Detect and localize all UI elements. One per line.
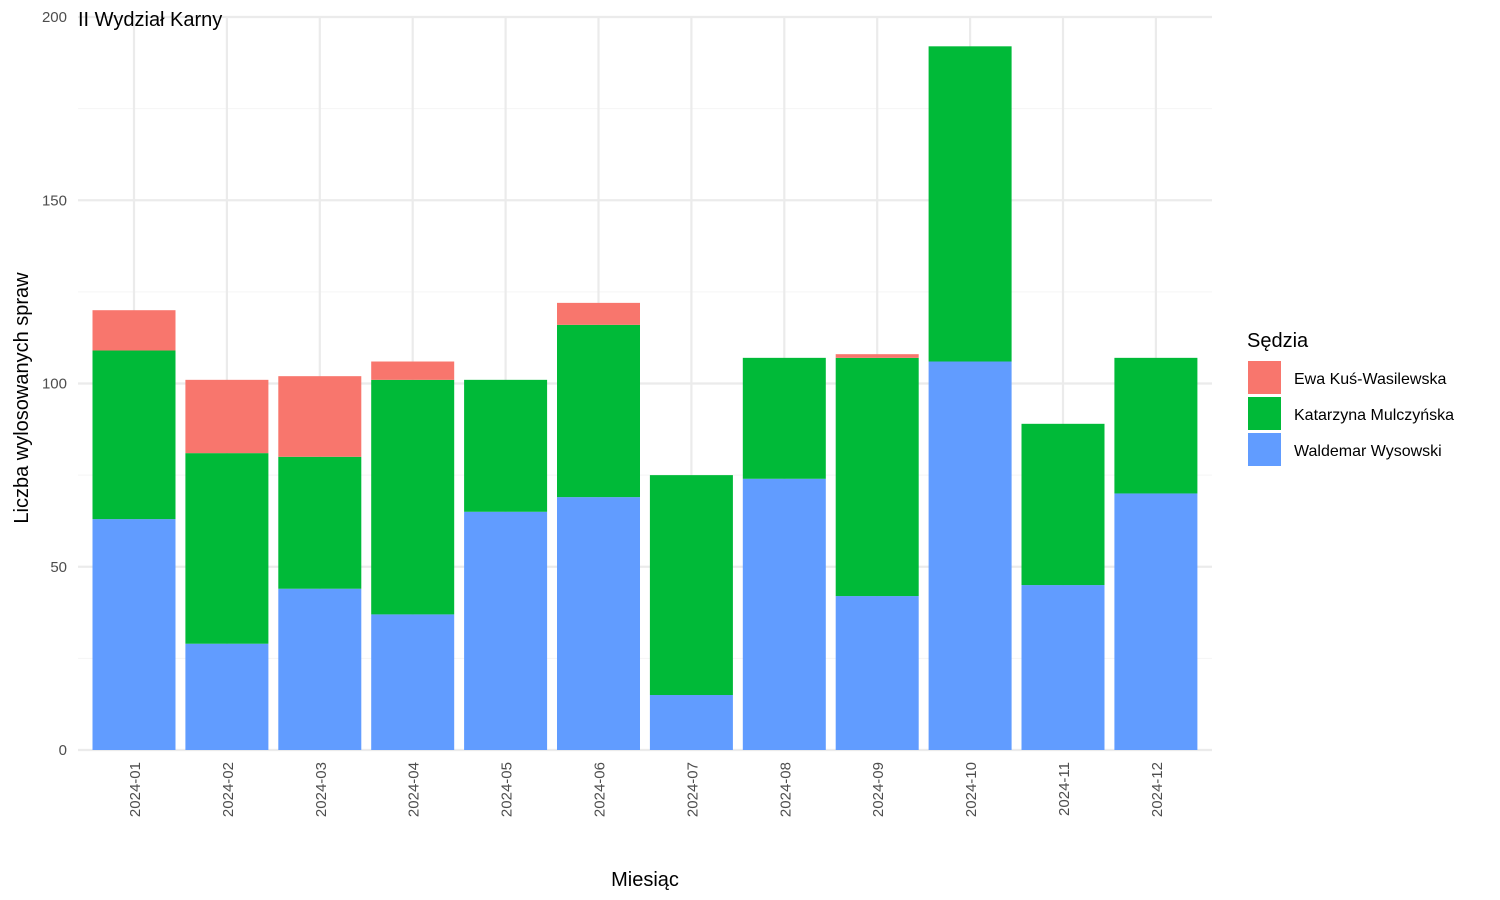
- bar-segment: [371, 361, 455, 380]
- y-axis-ticks: 0 50 100 150 200: [42, 9, 67, 759]
- legend-title: Sędzia: [1247, 330, 1309, 352]
- panel-title: II Wydział Karny: [78, 9, 222, 31]
- bar-segment: [464, 511, 548, 750]
- bar-segment: [557, 497, 640, 750]
- legend-label: Ewa Kuś-Wasilewska: [1294, 371, 1446, 388]
- bar-segment: [649, 695, 733, 750]
- x-tick-label: 2024-04: [406, 762, 423, 817]
- bar-segment: [185, 379, 269, 454]
- bar-segment: [278, 588, 362, 750]
- bar-segment: [649, 475, 733, 696]
- x-tick-label: 2024-03: [313, 762, 330, 817]
- x-tick-label: 2024-06: [592, 762, 609, 817]
- bars: [92, 46, 1198, 750]
- x-tick-label: 2024-01: [127, 762, 144, 817]
- bar-segment: [92, 310, 176, 351]
- bar-segment: [371, 379, 455, 615]
- bar-segment: [835, 354, 919, 358]
- x-tick-label: 2024-08: [777, 762, 794, 817]
- y-axis-title: Liczba wylosowanych spraw: [11, 272, 33, 524]
- x-tick-label: 2024-07: [684, 762, 701, 817]
- bar-segment: [557, 302, 640, 325]
- bar-segment: [1021, 423, 1105, 586]
- bar-segment: [278, 456, 362, 589]
- legend-label: Katarzyna Mulczyńska: [1294, 407, 1454, 424]
- bar-segment: [92, 519, 176, 750]
- x-axis-ticks: 2024-01 2024-02 2024-03 2024-04 2024-05 2024-…: [127, 762, 1166, 817]
- bar-segment: [557, 324, 640, 498]
- legend-key: [1248, 433, 1281, 466]
- bar-segment: [928, 46, 1012, 362]
- bar-segment: [742, 478, 826, 750]
- bar-segment: [278, 376, 362, 457]
- legend: Sędzia Ewa Kuś-Wasilewska Katarzyna Mulcz…: [1247, 330, 1454, 466]
- y-tick-label: 150: [42, 192, 67, 209]
- x-tick-label: 2024-02: [220, 762, 237, 817]
- bar-segment: [92, 350, 176, 520]
- legend-key: [1248, 397, 1281, 430]
- x-axis-title: Miesiąc: [611, 869, 679, 891]
- bar-segment: [835, 596, 919, 750]
- x-tick-label: 2024-10: [963, 762, 980, 817]
- legend-label: Waldemar Wysowski: [1294, 443, 1442, 460]
- bar-segment: [928, 361, 1012, 750]
- bar-segment: [835, 357, 919, 597]
- bar-segment: [742, 357, 826, 479]
- bar-segment: [464, 379, 548, 512]
- y-tick-label: 200: [42, 9, 67, 26]
- bar-segment: [1114, 493, 1198, 750]
- bar-segment: [1114, 357, 1198, 494]
- y-tick-label: 100: [42, 376, 67, 393]
- bar-segment: [1021, 585, 1105, 750]
- legend-key: [1248, 361, 1281, 394]
- x-tick-label: 2024-09: [870, 762, 887, 817]
- x-tick-label: 2024-12: [1149, 762, 1166, 817]
- y-tick-label: 50: [50, 559, 67, 576]
- y-tick-label: 0: [59, 742, 67, 759]
- bar-segment: [371, 614, 455, 750]
- x-tick-label: 2024-05: [499, 762, 516, 817]
- bar-segment: [185, 453, 269, 644]
- bar-segment: [185, 643, 269, 750]
- x-tick-label: 2024-11: [1056, 762, 1073, 816]
